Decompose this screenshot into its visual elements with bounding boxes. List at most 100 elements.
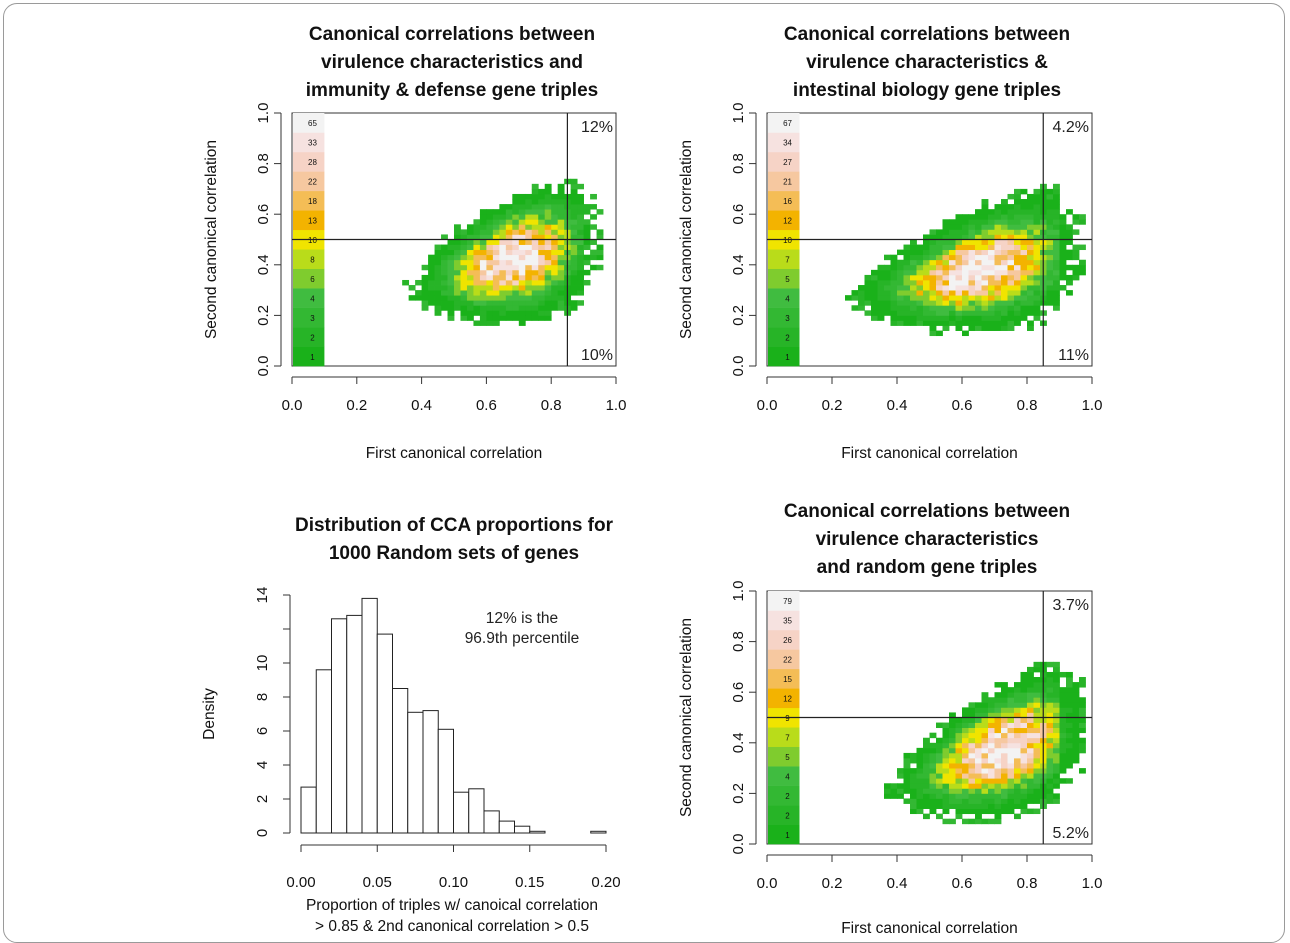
density-cell (1027, 244, 1034, 251)
density-cell (942, 325, 950, 331)
density-cell (570, 264, 578, 271)
density-cell (1027, 274, 1034, 281)
density-cell (1027, 234, 1034, 240)
density-cell (890, 300, 898, 306)
density-cell (916, 285, 924, 291)
density-cell (551, 279, 559, 286)
density-cell (962, 808, 969, 815)
density-cell (570, 279, 578, 286)
density-cell (518, 234, 526, 240)
density-cell (1053, 747, 1060, 754)
density-cell (1053, 285, 1060, 291)
density-cell (923, 239, 930, 245)
density-cell (1007, 742, 1015, 749)
density-cell (942, 798, 950, 804)
density-cell (492, 315, 500, 321)
density-cell (428, 264, 435, 271)
density-cell (981, 722, 989, 729)
x-tick-label: 0.8 (541, 397, 562, 414)
density-cell (447, 305, 455, 311)
density-cell (981, 269, 989, 276)
density-cell (460, 279, 468, 286)
y-tick-label: 0 (254, 829, 271, 837)
density-cell (871, 269, 878, 276)
density-cell (473, 295, 481, 301)
density-cell (492, 234, 500, 240)
density-cell (1033, 188, 1041, 195)
density-cell (955, 259, 963, 266)
density-cell (1001, 305, 1008, 311)
legend-count-label: 6 (310, 275, 315, 284)
density-cell (531, 229, 539, 235)
density-cell (897, 315, 904, 321)
density-cell (1059, 717, 1067, 723)
density-cell (1027, 747, 1034, 754)
density-cell (428, 295, 435, 301)
density-cell (949, 727, 956, 734)
density-cell (988, 727, 995, 734)
density-cell (1007, 788, 1015, 794)
density-cell (441, 259, 448, 266)
density-cell (596, 209, 604, 215)
density-cell (512, 224, 520, 230)
density-cell (1014, 778, 1021, 784)
density-cell (551, 224, 559, 230)
density-cell (955, 320, 963, 326)
density-cell (981, 254, 989, 261)
density-cell (1053, 214, 1060, 220)
density-cell (994, 763, 1002, 769)
density-cell (518, 300, 526, 306)
density-cell (968, 727, 976, 734)
density-cell (988, 310, 995, 316)
x-tick-label: 1.0 (1082, 875, 1103, 892)
density-cell (1059, 264, 1067, 271)
density-cell (570, 249, 578, 256)
density-cell (1053, 229, 1060, 235)
density-cell (910, 285, 917, 291)
density-cell (1046, 285, 1054, 291)
density-cell (1033, 244, 1041, 251)
density-cell (596, 229, 604, 235)
density-cell (968, 269, 976, 276)
density-cell (577, 254, 584, 261)
density-cell (1033, 290, 1041, 296)
density-cell (486, 300, 494, 306)
density-cell (975, 813, 982, 820)
density-cell (942, 224, 950, 230)
density-cell (434, 290, 442, 296)
density-cell (479, 239, 487, 245)
density-cell (929, 330, 937, 337)
density-cell (1007, 310, 1015, 316)
density-cell (988, 264, 995, 271)
density-cell (1020, 702, 1028, 708)
density-cell (544, 219, 552, 225)
legend-count-label: 2 (785, 792, 790, 801)
density-cell (1020, 788, 1028, 794)
density-cell (492, 209, 500, 215)
density-cell (1046, 768, 1054, 774)
density-cell (479, 310, 487, 316)
density-cell (1072, 757, 1080, 764)
density-cell (1079, 707, 1086, 713)
density-cell (590, 193, 597, 200)
density-cell (1014, 199, 1021, 205)
density-cell (1007, 204, 1015, 210)
density-cell (590, 204, 597, 210)
density-cell (962, 707, 969, 713)
density-cell (923, 813, 930, 820)
density-cell (486, 295, 494, 301)
density-cell (962, 259, 969, 266)
density-cell (1007, 712, 1015, 718)
density-cell (949, 763, 956, 769)
y-tick-label: 10 (254, 655, 271, 672)
density-cell (962, 234, 969, 240)
density-cell (1014, 712, 1021, 718)
density-cell (570, 234, 578, 240)
density-cell (434, 264, 442, 271)
density-cell (910, 315, 917, 321)
density-cell (531, 290, 539, 296)
density-cell (1059, 254, 1067, 261)
density-cell (583, 209, 591, 215)
density-cell (518, 209, 526, 215)
density-cell (1020, 209, 1028, 215)
